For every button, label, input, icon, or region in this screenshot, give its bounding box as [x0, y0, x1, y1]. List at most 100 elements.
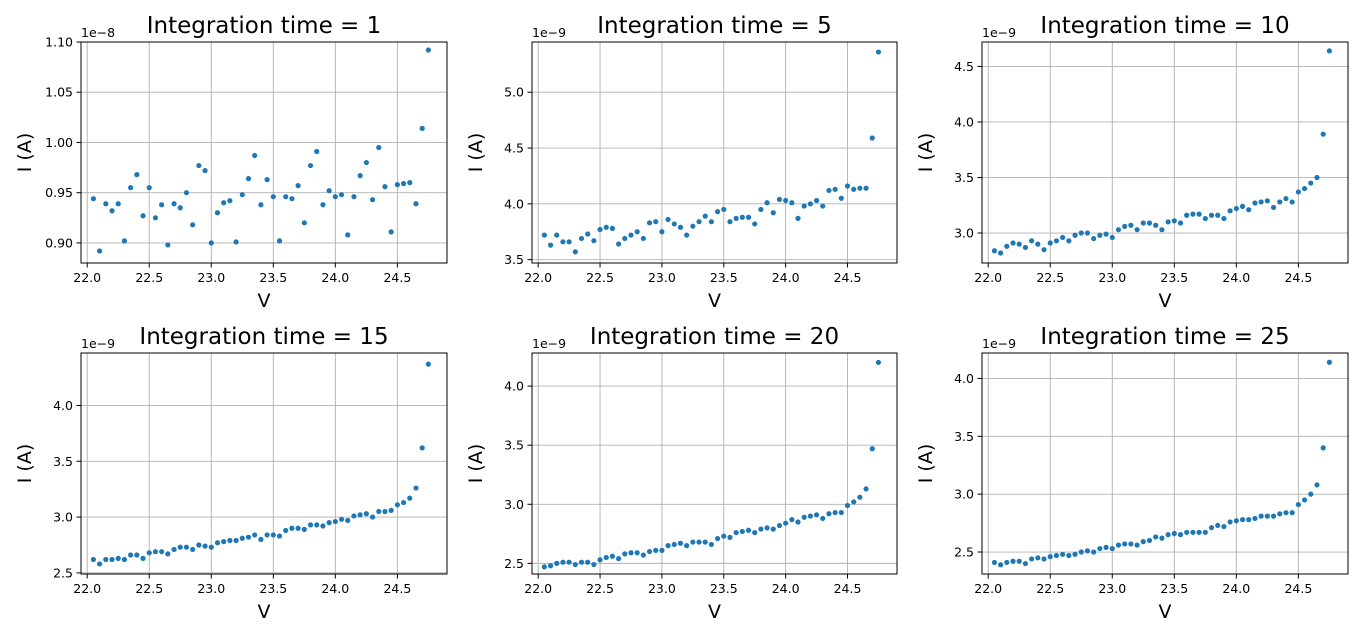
data-point	[320, 523, 326, 529]
data-point	[202, 543, 208, 549]
data-point	[1215, 522, 1221, 529]
data-point	[541, 564, 547, 570]
data-point	[1308, 180, 1314, 186]
data-point	[708, 219, 715, 225]
data-point	[190, 222, 196, 228]
y-tick-label: 3.0	[954, 487, 974, 502]
data-point	[146, 185, 152, 191]
data-point	[1153, 534, 1159, 540]
data-point	[413, 485, 419, 491]
x-tick-label: 24.0	[1222, 581, 1250, 596]
data-point	[1196, 529, 1202, 535]
data-point	[425, 361, 431, 367]
x-tick-label: 22.5	[135, 270, 163, 285]
data-point	[1314, 174, 1320, 181]
data-point	[1227, 208, 1233, 214]
data-point	[566, 239, 572, 245]
data-point	[690, 223, 696, 229]
data-point	[585, 559, 591, 565]
data-point	[190, 546, 196, 553]
data-point	[1246, 517, 1252, 523]
x-tick-label: 22.5	[1036, 270, 1064, 285]
data-point	[1301, 497, 1308, 503]
data-point	[727, 219, 733, 225]
y-axis-label: I (A)	[14, 444, 36, 483]
data-point	[1221, 215, 1227, 222]
data-point	[1283, 510, 1289, 516]
data-point	[739, 528, 745, 535]
data-point	[758, 206, 764, 213]
subplot-4: 22.0 22.5 23.0 23.5 24.0 24.5 2.5 3.0 3.5 4.0 Inte…	[14, 324, 448, 623]
data-point	[1301, 185, 1308, 192]
data-point	[283, 527, 289, 534]
data-point	[875, 49, 882, 55]
data-point	[603, 554, 609, 561]
x-tick-label: 23.5	[1160, 270, 1188, 285]
data-point	[653, 219, 659, 225]
data-point	[820, 203, 826, 209]
data-point	[807, 513, 813, 519]
data-point	[566, 559, 572, 565]
data-point	[307, 162, 314, 169]
y-axis-multiplier: 1e−9	[982, 336, 1016, 351]
data-point	[991, 559, 998, 566]
data-point	[1122, 541, 1128, 547]
data-point	[1320, 445, 1326, 451]
data-point	[264, 532, 270, 538]
data-point	[227, 198, 233, 204]
data-point	[1103, 544, 1109, 550]
x-tick-label: 24.0	[321, 581, 349, 596]
data-point	[134, 172, 140, 178]
data-point	[1233, 205, 1239, 212]
data-point	[1289, 510, 1295, 516]
data-point	[109, 208, 115, 214]
data-point	[560, 239, 566, 245]
data-point	[1053, 238, 1060, 244]
data-point	[128, 552, 134, 558]
axes-frame	[981, 352, 1349, 575]
data-point	[998, 250, 1004, 256]
data-point	[696, 219, 702, 225]
y-tick-label: 1.05	[45, 85, 73, 100]
data-point	[714, 535, 721, 542]
data-point	[1091, 235, 1097, 242]
data-point	[616, 241, 622, 247]
y-axis-multiplier: 1e−9	[532, 25, 566, 40]
data-point	[326, 520, 332, 526]
data-point	[1320, 131, 1326, 137]
data-point	[233, 239, 239, 245]
data-point	[196, 542, 202, 548]
y-axis-multiplier: 1e−9	[81, 336, 115, 351]
data-point	[1041, 247, 1047, 253]
data-point	[351, 194, 357, 200]
data-point	[345, 232, 351, 238]
data-point	[90, 196, 97, 202]
x-tick-label: 23.0	[648, 581, 676, 596]
data-point	[628, 232, 634, 238]
data-point	[1004, 243, 1010, 249]
data-point	[1146, 220, 1153, 226]
data-point	[597, 226, 603, 233]
data-point	[1097, 545, 1103, 552]
y-tick-label: 4.5	[954, 59, 974, 74]
data-point	[357, 512, 363, 518]
data-point	[351, 513, 357, 519]
x-axis-label: V	[708, 601, 721, 623]
x-axis-label: V	[1159, 601, 1172, 623]
data-point	[258, 536, 264, 542]
data-point	[684, 232, 690, 238]
x-tick-label: 22.0	[73, 581, 101, 596]
data-point	[801, 514, 807, 520]
data-point	[419, 445, 425, 451]
data-point	[1053, 552, 1060, 559]
data-point	[807, 201, 813, 207]
data-point	[1171, 530, 1177, 537]
axes-frame	[80, 352, 448, 575]
x-tick-label: 22.0	[524, 270, 552, 285]
data-point	[541, 232, 547, 238]
data-point	[1277, 199, 1283, 205]
data-point	[1066, 552, 1072, 559]
data-point	[394, 502, 400, 508]
y-tick-label: 3.5	[53, 454, 73, 469]
data-point	[252, 532, 258, 538]
